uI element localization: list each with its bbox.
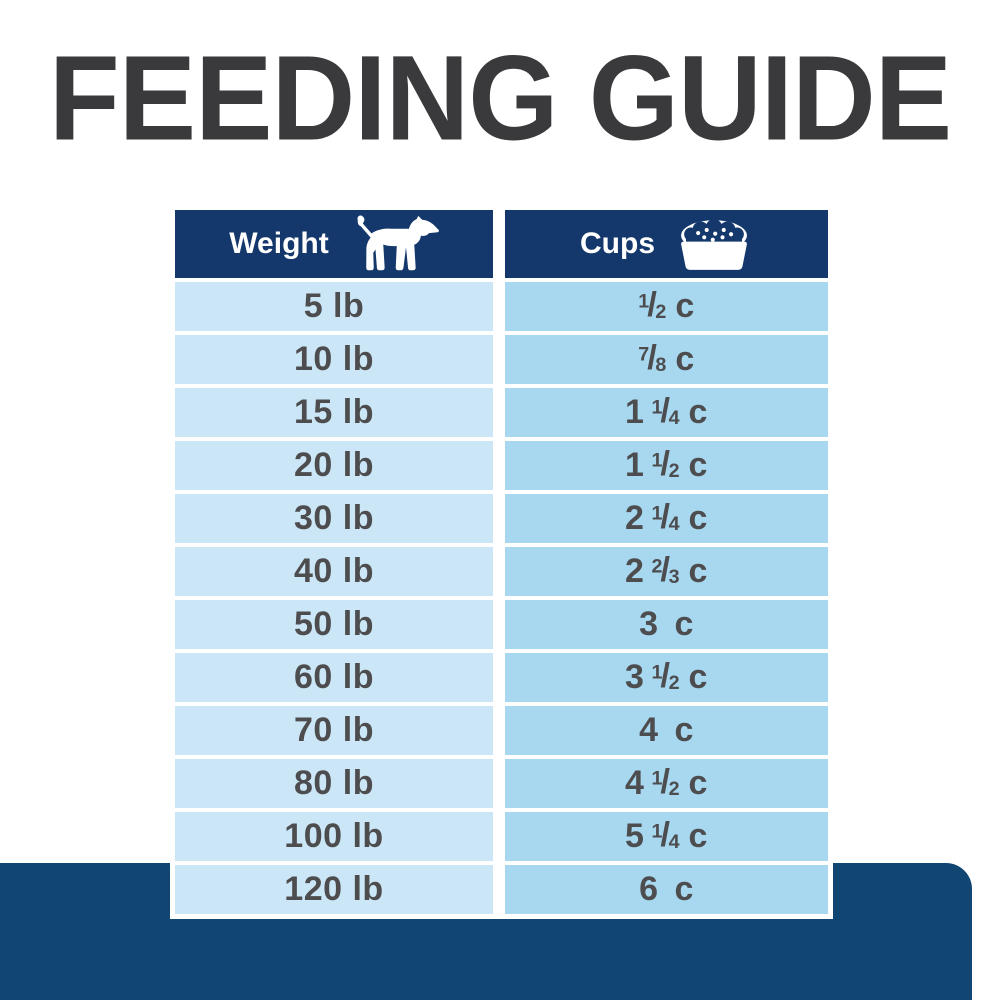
weight-cell: 80 lb (175, 759, 493, 808)
cups-fraction: 1/2 (651, 444, 680, 483)
cups-fraction: 1/4 (651, 815, 680, 854)
cups-whole: 5 (625, 817, 645, 855)
cups-unit: c (688, 446, 708, 484)
cups-unit: c (688, 393, 708, 431)
cups-whole: 4 (639, 711, 659, 749)
feeding-guide-title: FEEDING GUIDE (48, 30, 952, 166)
cups-whole: 2 (625, 499, 645, 537)
cups-cell: 5 1/4 c (505, 812, 828, 861)
cups-whole: 2 (625, 552, 645, 590)
cups-fraction: 1/2 (638, 285, 667, 324)
weight-cell: 100 lb (175, 812, 493, 861)
dog-icon (349, 215, 439, 273)
weight-cell: 70 lb (175, 706, 493, 755)
cups-fraction: 1/4 (651, 497, 680, 536)
weight-cell: 120 lb (175, 865, 493, 914)
cups-unit: c (675, 287, 695, 325)
cups-unit: c (688, 817, 708, 855)
cups-unit: c (674, 870, 694, 908)
cups-whole: 3 (639, 605, 659, 643)
weight-cell: 5 lb (175, 282, 493, 331)
weight-cell: 60 lb (175, 653, 493, 702)
cups-unit: c (674, 711, 694, 749)
feeding-table-grid: Weight Cups (175, 210, 828, 914)
weight-cell: 20 lb (175, 441, 493, 490)
table-header-weight: Weight (175, 210, 493, 278)
cups-whole: 4 (625, 764, 645, 802)
cups-whole: 1 (625, 446, 645, 484)
table-header-cups: Cups (505, 210, 828, 278)
cups-unit: c (674, 605, 694, 643)
cups-cell: 2 1/4 c (505, 494, 828, 543)
cups-cell: 3 1/2 c (505, 653, 828, 702)
weight-cell: 30 lb (175, 494, 493, 543)
cups-cell: 1/2 c (505, 282, 828, 331)
weight-cell: 15 lb (175, 388, 493, 437)
cups-cell: 2 2/3 c (505, 547, 828, 596)
cups-fraction: 7/8 (638, 338, 667, 377)
weight-cell: 10 lb (175, 335, 493, 384)
weight-cell: 40 lb (175, 547, 493, 596)
cups-fraction: 2/3 (651, 550, 680, 589)
cups-whole: 3 (625, 658, 645, 696)
cups-unit: c (688, 764, 708, 802)
weight-cell: 50 lb (175, 600, 493, 649)
cups-fraction: 1/2 (651, 656, 680, 695)
cups-unit: c (688, 552, 708, 590)
cups-unit: c (675, 340, 695, 378)
feeding-table: Weight Cups (170, 205, 833, 919)
cups-cell: 4 1/2 c (505, 759, 828, 808)
cups-cell: 1 1/4 c (505, 388, 828, 437)
cups-cell: 7/8 c (505, 335, 828, 384)
food-bowl-icon (675, 217, 753, 271)
cups-whole: 6 (639, 870, 659, 908)
weight-header-label: Weight (229, 227, 329, 260)
cups-unit: c (688, 499, 708, 537)
cups-fraction: 1/2 (651, 762, 680, 801)
cups-fraction: 1/4 (651, 391, 680, 430)
cups-whole: 1 (625, 393, 645, 431)
cups-unit: c (688, 658, 708, 696)
cups-header-label: Cups (580, 227, 655, 260)
cups-cell: 1 1/2 c (505, 441, 828, 490)
